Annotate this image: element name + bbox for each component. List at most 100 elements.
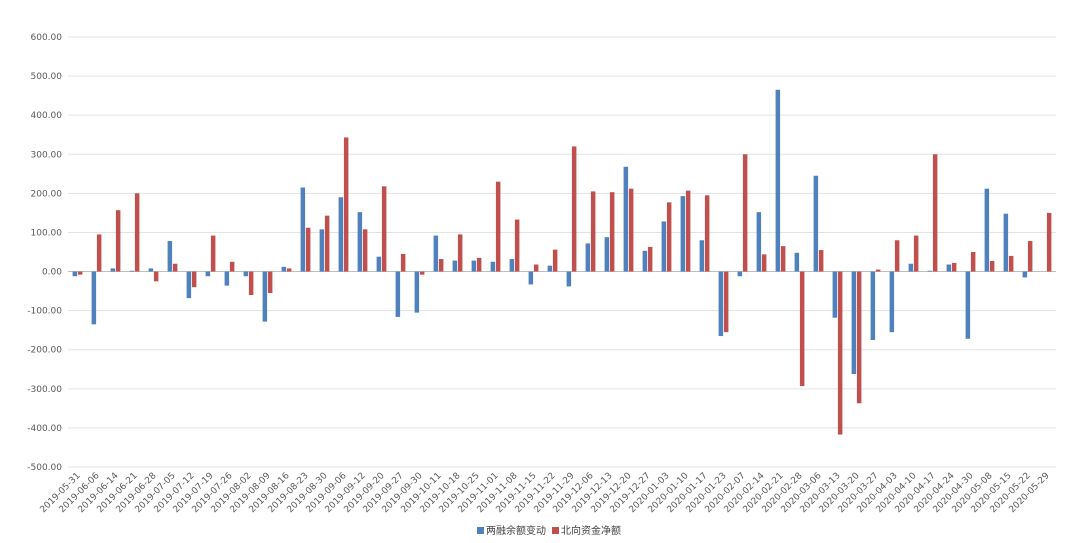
bar-series-2-2020-02-14 <box>761 254 767 272</box>
legend-label-series-1: 两融余额变动 <box>486 524 546 537</box>
bar-series-1-2020-03-27 <box>870 271 876 340</box>
bar-series-1-2019-06-14 <box>110 268 116 272</box>
bar-series-1-2019-12-13 <box>604 237 610 272</box>
y-tick-label: -300.00 <box>27 385 62 395</box>
bar-series-2-2020-05-22 <box>1027 241 1033 272</box>
bar-series-1-2020-01-17 <box>699 240 705 272</box>
y-tick-label: 100.00 <box>31 228 63 238</box>
bar-series-2-2019-12-13 <box>609 192 615 272</box>
y-tick-label: -400.00 <box>27 424 62 434</box>
bar-series-2-2020-04-17 <box>932 154 938 272</box>
bar-series-1-2019-05-31 <box>72 271 78 277</box>
bar-series-2-2019-07-26 <box>229 261 235 272</box>
bar-series-1-2019-09-12 <box>357 212 363 272</box>
bar-series-1-2019-08-30 <box>319 229 325 272</box>
bar-series-2-2019-08-09 <box>267 271 273 294</box>
bar-series-2-2019-05-31 <box>77 271 83 275</box>
bar-series-1-2019-06-28 <box>148 268 154 272</box>
bar-series-2-2020-03-06 <box>818 250 824 272</box>
y-axis: 600.00 500.00 400.00 300.00 200.00 100.00 0.00… <box>27 33 62 473</box>
bar-series-2-2019-09-06 <box>343 137 349 272</box>
bar-series-1-2019-08-02 <box>243 271 249 277</box>
bar-series-2-2019-12-27 <box>647 246 653 272</box>
y-tick-label: 200.00 <box>31 189 63 199</box>
bar-series-2-2020-01-10 <box>685 190 691 272</box>
bar-series-1-2020-02-07 <box>737 271 743 277</box>
bar-series-2-2019-09-30 <box>419 271 425 275</box>
bar-series-2-2020-04-10 <box>913 235 919 272</box>
bar-series-1-2019-09-20 <box>376 256 382 272</box>
bar-series-2-2020-04-30 <box>970 252 976 272</box>
bar-series-2-2020-03-27 <box>875 269 881 272</box>
bar-series-2-2019-07-12 <box>191 271 197 288</box>
bar-series-1-2019-08-23 <box>300 187 306 272</box>
bar-series-2-2019-06-28 <box>153 271 159 282</box>
grid-lines <box>68 36 1056 468</box>
bar-series-2-2019-09-20 <box>381 186 387 272</box>
bar-series-2-2019-10-25 <box>476 257 482 272</box>
bar-series-1-2020-05-15 <box>1003 213 1009 272</box>
bar-series-2-2019-07-19 <box>210 235 216 272</box>
bar-series-1-2019-07-26 <box>224 271 230 286</box>
bar-series-2-2019-08-16 <box>286 268 292 272</box>
y-tick-label: 400.00 <box>31 111 63 121</box>
bar-series-1-2019-10-18 <box>452 260 458 272</box>
bar-series-1-2020-01-23 <box>718 271 724 337</box>
bar-series-1-2019-11-29 <box>566 271 572 287</box>
bar-series-2-2019-09-27 <box>400 253 406 272</box>
bar-series-1-2019-09-27 <box>395 271 401 317</box>
y-tick-label: -500.00 <box>27 463 62 473</box>
bar-series-1-2019-11-01 <box>490 261 496 272</box>
bar-series-1-2019-08-09 <box>262 271 268 322</box>
bar-series-1-2019-11-15 <box>528 271 534 285</box>
bar-series-2-2020-02-07 <box>742 154 748 272</box>
bar-series-2-2020-05-15 <box>1008 255 1014 272</box>
bar-series-2-2020-04-03 <box>894 240 900 272</box>
bar-series-1-2020-02-28 <box>794 252 800 272</box>
bar-series-1-2019-08-16 <box>281 266 287 272</box>
bar-series-2-2019-08-02 <box>248 271 254 295</box>
bar-series-2-2020-01-23 <box>723 271 729 333</box>
bar-series-1-2020-02-14 <box>756 212 762 272</box>
legend: 两融余额变动 北向资金净额 <box>477 524 621 537</box>
bar-series-1-2020-03-06 <box>813 175 819 272</box>
x-axis: 2019-05-312019-06-062019-06-142019-06-21… <box>39 471 1052 515</box>
y-tick-label: 300.00 <box>31 150 63 160</box>
bar-series-2-2020-02-28 <box>799 271 805 387</box>
bar-series-2-2020-01-17 <box>704 195 710 272</box>
bar-series-2-2019-11-22 <box>552 249 558 272</box>
bar-series-2-2019-06-21 <box>134 193 140 272</box>
bar-series-1-2020-05-08 <box>984 188 990 272</box>
bar-series-2-2019-08-23 <box>305 227 311 272</box>
bar-series-1-2019-10-25 <box>471 260 477 272</box>
y-tick-label: 0.00 <box>42 268 62 278</box>
bars <box>72 89 1052 435</box>
bar-series-2-2019-08-30 <box>324 215 330 272</box>
bar-series-2-2020-04-24 <box>951 262 957 272</box>
bar-series-1-2019-11-08 <box>509 259 515 272</box>
bar-series-1-2019-11-22 <box>547 265 553 272</box>
bar-series-2-2019-06-14 <box>115 210 121 272</box>
bar-series-2-2019-11-08 <box>514 219 520 272</box>
bar-series-1-2019-07-05 <box>167 241 173 272</box>
bar-series-2-2020-01-03 <box>666 202 672 272</box>
bar-series-1-2020-01-03 <box>661 221 667 272</box>
bar-series-1-2019-09-30 <box>414 271 420 313</box>
y-tick-label: -100.00 <box>27 307 62 317</box>
bar-series-2-2019-11-15 <box>533 264 539 272</box>
y-tick-label: -200.00 <box>27 346 62 356</box>
bar-series-1-2020-04-03 <box>889 271 895 333</box>
bar-series-2-2019-10-18 <box>457 234 463 272</box>
bar-series-2-2019-11-01 <box>495 181 501 272</box>
bar-series-2-2019-07-05 <box>172 263 178 272</box>
bar-series-1-2019-10-11 <box>433 235 439 272</box>
bar-series-1-2019-12-20 <box>623 166 629 272</box>
bar-series-2-2019-10-11 <box>438 259 444 272</box>
bar-series-2-2019-12-20 <box>628 188 634 272</box>
bar-series-2-2020-05-29 <box>1046 212 1052 272</box>
bar-series-2-2020-02-21 <box>780 246 786 272</box>
bar-series-1-2019-06-21 <box>129 270 135 272</box>
bar-series-2-2020-03-20 <box>856 271 862 404</box>
bar-series-1-2020-03-20 <box>851 271 857 374</box>
